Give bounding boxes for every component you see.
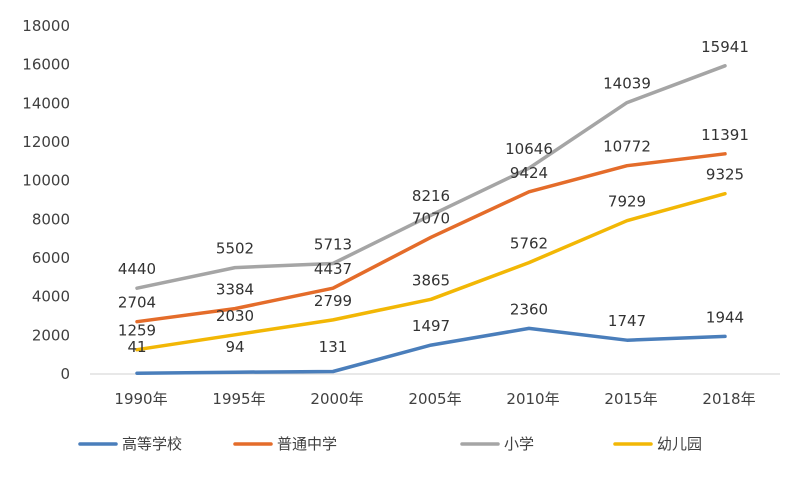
data-label: 7929 bbox=[608, 193, 646, 211]
legend-label: 高等学校 bbox=[122, 435, 182, 453]
data-label: 4440 bbox=[118, 260, 156, 278]
y-tick-label: 18000 bbox=[22, 17, 70, 35]
data-label: 1747 bbox=[608, 312, 646, 330]
y-tick-label: 14000 bbox=[22, 94, 70, 112]
y-tick-label: 0 bbox=[60, 365, 70, 383]
data-label: 9325 bbox=[706, 166, 744, 184]
series-line-1 bbox=[135, 152, 727, 324]
data-label: 2799 bbox=[314, 292, 352, 310]
data-label: 9424 bbox=[510, 164, 548, 182]
data-label-small: 94 bbox=[225, 338, 244, 356]
y-tick-label: 8000 bbox=[32, 210, 70, 228]
data-label: 10772 bbox=[603, 138, 651, 156]
data-label: 8216 bbox=[412, 187, 450, 205]
data-label: 2704 bbox=[118, 294, 156, 312]
x-tick-label: 2015年 bbox=[604, 390, 657, 408]
x-tick-label: 2010年 bbox=[506, 390, 559, 408]
legend-label: 普通中学 bbox=[277, 435, 337, 453]
x-tick-label: 2018年 bbox=[702, 390, 755, 408]
data-label-small: 41 bbox=[127, 338, 146, 356]
series-line-3 bbox=[135, 191, 727, 352]
y-tick-label: 10000 bbox=[22, 172, 70, 190]
data-label: 3384 bbox=[216, 281, 254, 299]
x-tick-label: 2000年 bbox=[310, 390, 363, 408]
data-label: 5502 bbox=[216, 240, 254, 258]
data-label: 1944 bbox=[706, 308, 744, 326]
data-label: 14039 bbox=[603, 75, 651, 93]
x-tick-label: 1995年 bbox=[212, 390, 265, 408]
data-label: 7070 bbox=[412, 209, 450, 227]
data-label: 10646 bbox=[505, 140, 553, 158]
data-label: 3865 bbox=[412, 271, 450, 289]
series-line-2 bbox=[135, 64, 727, 290]
x-tick-label: 1990年 bbox=[114, 390, 167, 408]
legend-label: 小学 bbox=[504, 435, 534, 453]
y-tick-label: 4000 bbox=[32, 288, 70, 306]
data-label-small: 131 bbox=[319, 338, 348, 356]
data-label: 4437 bbox=[314, 260, 352, 278]
data-label: 1497 bbox=[412, 317, 450, 335]
data-label: 1259 bbox=[118, 322, 156, 340]
y-tick-label: 2000 bbox=[32, 326, 70, 344]
legend-label: 幼儿园 bbox=[657, 435, 702, 453]
data-label: 11391 bbox=[701, 126, 749, 144]
y-tick-label: 12000 bbox=[22, 133, 70, 151]
data-label: 2360 bbox=[510, 300, 548, 318]
data-label: 2030 bbox=[216, 307, 254, 325]
data-label: 5713 bbox=[314, 236, 352, 254]
x-tick-label: 2005年 bbox=[408, 390, 461, 408]
y-tick-label: 6000 bbox=[32, 249, 70, 267]
y-tick-label: 16000 bbox=[22, 56, 70, 74]
series-line-0 bbox=[135, 326, 727, 375]
data-label: 5762 bbox=[510, 235, 548, 253]
data-label: 15941 bbox=[701, 38, 749, 56]
